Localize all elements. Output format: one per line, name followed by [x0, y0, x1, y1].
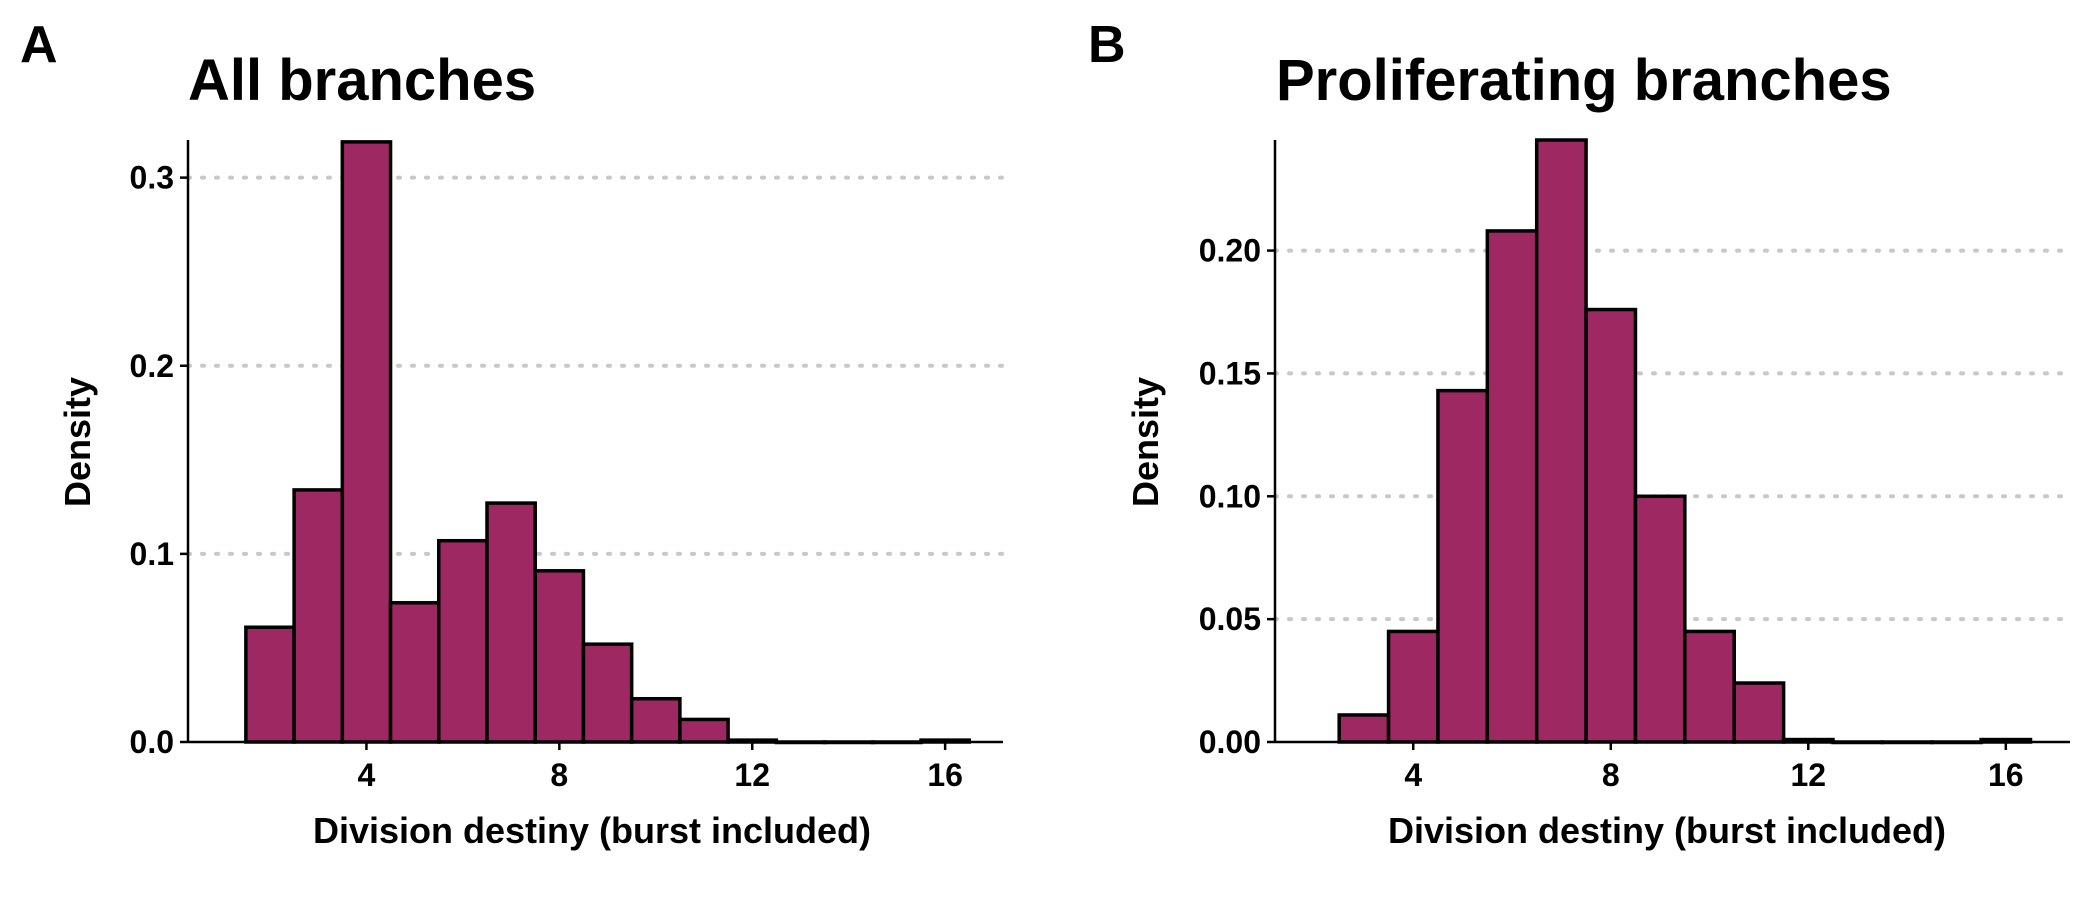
panel-b-y-tick-label: 0.00 — [1199, 724, 1261, 760]
panel-b-y-tick-label: 0.20 — [1199, 233, 1261, 269]
panel-b: B Proliferating branches 0.00 0.05 0.10 0.1… — [1088, 16, 2072, 851]
panel-b-title: Proliferating branches — [1276, 48, 1892, 113]
panel-b-bar — [1633, 494, 1687, 744]
panel-b-y-tick-label: 0.15 — [1199, 355, 1261, 391]
panel-a-tick-labels: 0.0 0.1 0.2 0.3 4 8 12 16 — [130, 160, 963, 793]
panel-a-gridlines — [186, 175, 1005, 556]
panel-a-y-tick-label: 0.2 — [130, 348, 174, 384]
panel-a-bar — [629, 696, 682, 744]
panel-a-bar — [292, 488, 345, 744]
panel-a-axes — [180, 140, 1003, 750]
panel-a-bar — [581, 642, 634, 744]
panel-a-bar — [340, 140, 393, 744]
panel-a-bar — [244, 625, 296, 744]
panel-a-bar — [678, 717, 730, 744]
panel-b-bar — [1485, 229, 1539, 744]
panel-a-letter: A — [20, 16, 58, 74]
panel-b-bar — [1436, 388, 1490, 744]
panel-a-bars — [244, 140, 971, 745]
panel-b-bars — [1337, 138, 2033, 745]
panel-a: A All branches 0.0 0.1 0.2 0.3 4 8 12 16 Divisi… — [20, 16, 1005, 851]
panel-b-y-tick-label: 0.10 — [1199, 478, 1261, 514]
panel-a-x-tick-label: 4 — [358, 757, 376, 793]
panel-b-x-tick-label: 12 — [1790, 757, 1826, 793]
panel-a-bar — [388, 601, 441, 744]
panel-a-x-tick-label: 16 — [927, 757, 963, 793]
panel-a-y-tick-label: 0.1 — [130, 536, 174, 572]
panel-b-bar — [1534, 138, 1588, 744]
panel-a-x-tick-label: 8 — [550, 757, 568, 793]
panel-b-x-tick-label: 4 — [1404, 757, 1422, 793]
panel-a-y-tick-label: 0.0 — [130, 724, 174, 760]
panel-b-bar — [1732, 681, 1786, 744]
panel-b-x-tick-label: 8 — [1602, 757, 1620, 793]
panel-a-bar — [437, 538, 489, 744]
panel-a-bar — [533, 569, 586, 744]
panel-b-x-axis-title: Division destiny (burst included) — [1388, 810, 1946, 851]
panel-a-bar — [485, 501, 537, 744]
panel-a-y-axis-title: Density — [57, 377, 98, 507]
panel-a-x-axis-title: Division destiny (burst included) — [313, 810, 871, 851]
panel-b-y-tick-label: 0.05 — [1199, 601, 1261, 637]
panel-a-x-tick-label: 12 — [734, 757, 770, 793]
panel-b-bar — [1683, 629, 1736, 744]
panel-a-title: All branches — [188, 48, 536, 113]
panel-b-bar — [1386, 629, 1440, 744]
panel-b-bar — [1584, 307, 1638, 744]
panel-b-y-axis-title: Density — [1125, 377, 1166, 507]
panel-b-bar — [1337, 713, 1391, 744]
panel-b-x-tick-label: 16 — [1988, 757, 2024, 793]
panel-a-y-tick-label: 0.3 — [130, 160, 174, 196]
panel-b-axes — [1267, 140, 2070, 750]
panel-b-tick-labels: 0.00 0.05 0.10 0.15 0.20 4 8 12 16 — [1199, 233, 2024, 793]
panel-b-letter: B — [1088, 16, 1126, 74]
